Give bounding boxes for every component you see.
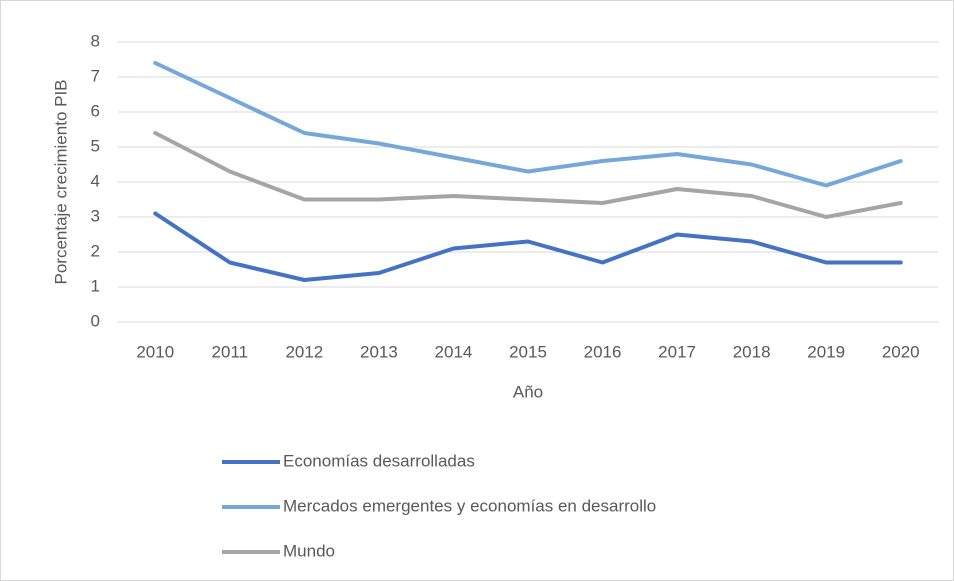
y-tick-label: 4 bbox=[91, 171, 100, 190]
x-tick-label: 2013 bbox=[360, 342, 398, 361]
x-tick-label: 2016 bbox=[584, 342, 622, 361]
y-tick-label: 2 bbox=[91, 241, 100, 260]
x-tick-label: 2012 bbox=[285, 342, 323, 361]
x-tick-label: 2018 bbox=[733, 342, 771, 361]
y-axis-title: Porcentaje crecimiento PIB bbox=[51, 79, 70, 284]
x-tick-label: 2015 bbox=[509, 342, 547, 361]
y-tick-label: 8 bbox=[91, 31, 100, 50]
x-tick-label: 2010 bbox=[136, 342, 174, 361]
legend-label: Mundo bbox=[283, 541, 335, 560]
legend-label: Mercados emergentes y economías en desar… bbox=[283, 496, 656, 515]
x-tick-label: 2011 bbox=[212, 342, 249, 361]
x-tick-label: 2014 bbox=[435, 342, 473, 361]
x-tick-label: 2020 bbox=[882, 342, 920, 361]
legend-label: Economías desarrolladas bbox=[283, 451, 475, 470]
y-tick-label: 5 bbox=[91, 136, 100, 155]
x-axis-title: Año bbox=[513, 382, 543, 401]
series-line bbox=[153, 211, 903, 282]
y-tick-label: 1 bbox=[91, 276, 100, 295]
series-line bbox=[153, 131, 903, 219]
y-tick-label: 0 bbox=[91, 311, 100, 330]
series-line bbox=[153, 61, 903, 188]
x-tick-label: 2017 bbox=[658, 342, 696, 361]
x-tick-label: 2019 bbox=[807, 342, 845, 361]
y-tick-label: 3 bbox=[91, 206, 100, 225]
y-tick-label: 7 bbox=[91, 66, 100, 85]
y-tick-label: 6 bbox=[91, 101, 100, 120]
